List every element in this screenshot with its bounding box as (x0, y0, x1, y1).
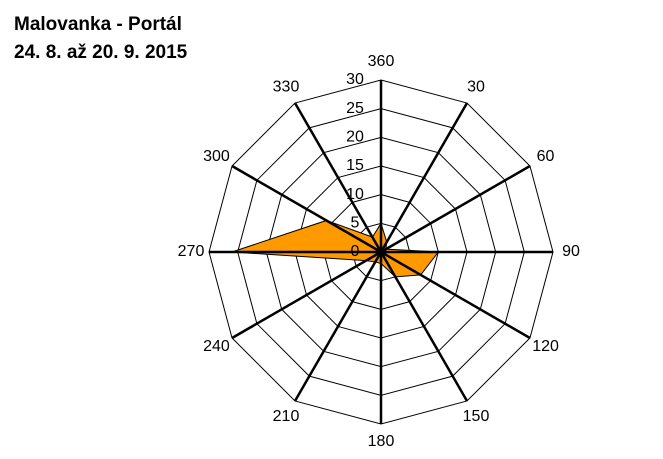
r-tick-label: 30 (346, 71, 364, 88)
axis-spoke (231, 250, 382, 340)
angle-label: 60 (537, 148, 555, 165)
axis-spoke (380, 164, 531, 254)
angle-label: 150 (463, 408, 490, 425)
r-tick-label: 0 (351, 243, 360, 260)
angle-label: 90 (562, 243, 580, 260)
axis-spoke (379, 251, 469, 402)
angle-label: 300 (203, 148, 230, 165)
angle-label: 240 (203, 338, 230, 355)
angle-label: 120 (532, 338, 559, 355)
axis-spoke (293, 251, 383, 402)
axis-spoke (380, 250, 531, 340)
axis-spoke (231, 164, 382, 254)
angle-label: 210 (273, 408, 300, 425)
r-tick-label: 5 (351, 215, 360, 232)
chart-title: Malovanka - Portál (14, 14, 182, 35)
r-tick-label: 25 (346, 100, 364, 117)
angle-label: 360 (368, 53, 395, 70)
angle-label: 180 (368, 433, 395, 450)
axis-spoke (293, 102, 383, 253)
angle-label: 30 (467, 79, 485, 96)
r-tick-label: 20 (346, 129, 364, 146)
angle-label: 330 (273, 79, 300, 96)
r-tick-label: 15 (346, 157, 364, 174)
r-tick-label: 10 (346, 186, 364, 203)
angle-label: 270 (178, 243, 205, 260)
chart-subtitle: 24. 8. až 20. 9. 2015 (14, 42, 188, 63)
axis-spoke (379, 102, 469, 253)
